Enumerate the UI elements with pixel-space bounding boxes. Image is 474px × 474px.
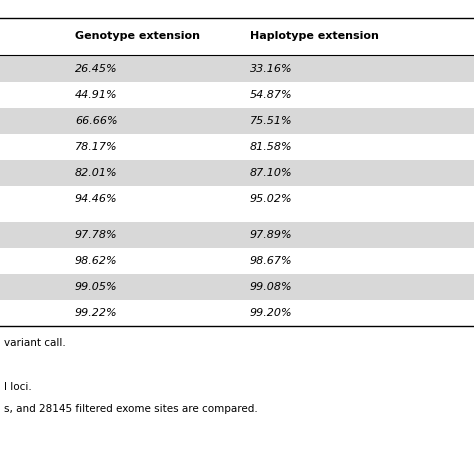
Bar (0, 108, 474, 134)
Text: 82.01%: 82.01% (75, 168, 118, 178)
Text: Haplotype extension: Haplotype extension (250, 31, 379, 41)
Text: s, and 28145 filtered exome sites are compared.: s, and 28145 filtered exome sites are co… (4, 404, 258, 414)
Bar (0, 222, 474, 248)
Text: 44.91%: 44.91% (75, 90, 118, 100)
Text: 54.87%: 54.87% (250, 90, 292, 100)
Text: 97.78%: 97.78% (75, 230, 118, 240)
Text: 95.02%: 95.02% (250, 194, 292, 204)
Text: 98.67%: 98.67% (250, 256, 292, 266)
Text: 87.10%: 87.10% (250, 168, 292, 178)
Bar (0, 248, 474, 274)
Text: 98.62%: 98.62% (75, 256, 118, 266)
Text: 99.20%: 99.20% (250, 308, 292, 318)
Text: 66.66%: 66.66% (75, 116, 118, 126)
Text: 94.46%: 94.46% (75, 194, 118, 204)
Text: Genotype extension: Genotype extension (75, 31, 200, 41)
Text: 97.89%: 97.89% (250, 230, 292, 240)
Bar (0, 186, 474, 212)
Text: 75.51%: 75.51% (250, 116, 292, 126)
Text: 99.08%: 99.08% (250, 282, 292, 292)
Text: variant call.: variant call. (4, 338, 66, 348)
Text: l loci.: l loci. (4, 382, 32, 392)
Bar (0, 160, 474, 186)
Text: 99.22%: 99.22% (75, 308, 118, 318)
Bar (0, 274, 474, 300)
Text: 26.45%: 26.45% (75, 64, 118, 74)
Text: 78.17%: 78.17% (75, 142, 118, 152)
Text: 99.05%: 99.05% (75, 282, 118, 292)
Text: 81.58%: 81.58% (250, 142, 292, 152)
Bar (0, 82, 474, 108)
Bar (0, 134, 474, 160)
Bar (0, 300, 474, 326)
Bar (0, 56, 474, 82)
Text: 33.16%: 33.16% (250, 64, 292, 74)
